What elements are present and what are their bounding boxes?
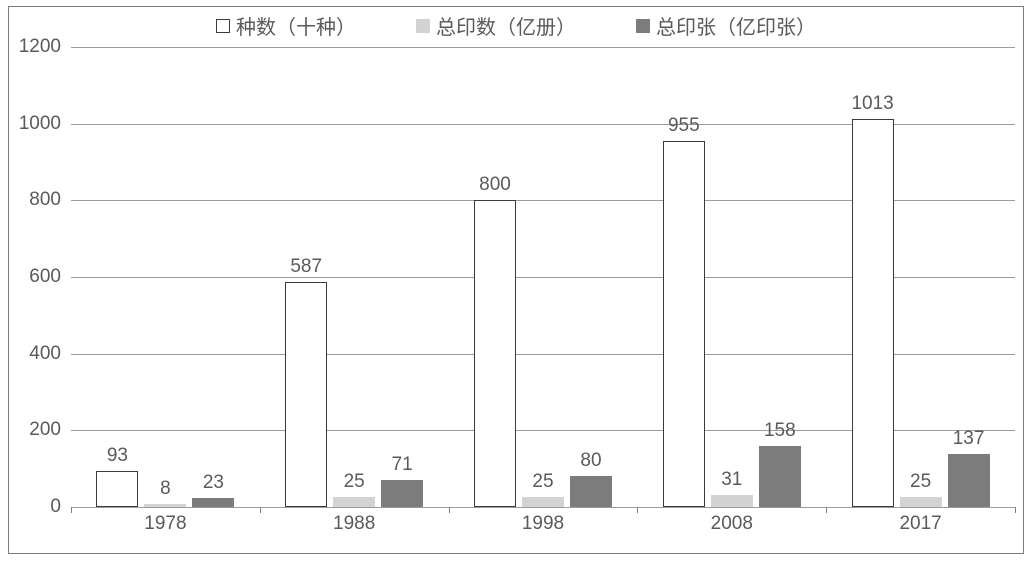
x-tick [449, 507, 450, 513]
bar-value-label: 800 [479, 174, 511, 196]
bar [948, 454, 990, 507]
x-tick [1015, 507, 1016, 513]
bar-value-label: 1013 [851, 93, 893, 115]
y-axis-label: 600 [11, 266, 61, 288]
bar [522, 497, 564, 507]
legend-label-2: 总印张（亿印张） [656, 11, 816, 40]
x-axis-label: 2008 [711, 513, 753, 535]
y-axis-label: 1000 [11, 113, 61, 135]
x-axis-label: 1978 [144, 513, 186, 535]
bar [852, 119, 894, 507]
gridline [71, 507, 1015, 508]
x-tick [826, 507, 827, 513]
bar-value-label: 23 [203, 472, 224, 494]
y-axis-label: 200 [11, 419, 61, 441]
x-axis-label: 2017 [899, 513, 941, 535]
legend-item-0: 种数（十种） [216, 11, 356, 40]
bar-value-label: 158 [764, 420, 796, 442]
bar [663, 141, 705, 507]
y-axis-label: 0 [11, 496, 61, 518]
bar-value-label: 955 [668, 115, 700, 137]
legend-swatch-1 [416, 19, 430, 33]
y-axis-label: 1200 [11, 36, 61, 58]
bar [192, 498, 234, 507]
y-axis-label: 400 [11, 343, 61, 365]
bar-value-label: 137 [953, 428, 985, 450]
bar [474, 200, 516, 507]
legend-item-1: 总印数（亿册） [416, 11, 576, 40]
gridline [71, 47, 1015, 48]
x-tick [71, 507, 72, 513]
bar [333, 497, 375, 507]
bar [381, 480, 423, 507]
bar-value-label: 25 [532, 471, 553, 493]
bar-value-label: 80 [580, 450, 601, 472]
bar [759, 446, 801, 507]
bar [570, 476, 612, 507]
legend-label-1: 总印数（亿册） [436, 11, 576, 40]
bar-value-label: 31 [721, 469, 742, 491]
bar-value-label: 71 [392, 454, 413, 476]
x-axis-label: 1998 [522, 513, 564, 535]
legend-swatch-2 [636, 19, 650, 33]
bar [900, 497, 942, 507]
plot-area: 0200400600800100012009382319785872571198… [71, 47, 1015, 507]
bar-value-label: 25 [910, 471, 931, 493]
bar [96, 471, 138, 507]
bar-value-label: 587 [290, 256, 322, 278]
legend: 种数（十种） 总印数（亿册） 总印张（亿印张） [9, 11, 1023, 40]
y-axis-label: 800 [11, 189, 61, 211]
bar-value-label: 8 [160, 478, 171, 500]
bar-value-label: 93 [107, 445, 128, 467]
bar-value-label: 25 [344, 471, 365, 493]
chart-outer-border: 种数（十种） 总印数（亿册） 总印张（亿印张） 0 200 400 600 800 100… [8, 6, 1024, 554]
legend-swatch-0 [216, 19, 230, 33]
bar [144, 504, 186, 507]
bar [711, 495, 753, 507]
legend-label-0: 种数（十种） [236, 11, 356, 40]
x-tick [260, 507, 261, 513]
bar [285, 282, 327, 507]
x-axis-label: 1988 [333, 513, 375, 535]
x-tick [637, 507, 638, 513]
legend-item-2: 总印张（亿印张） [636, 11, 816, 40]
